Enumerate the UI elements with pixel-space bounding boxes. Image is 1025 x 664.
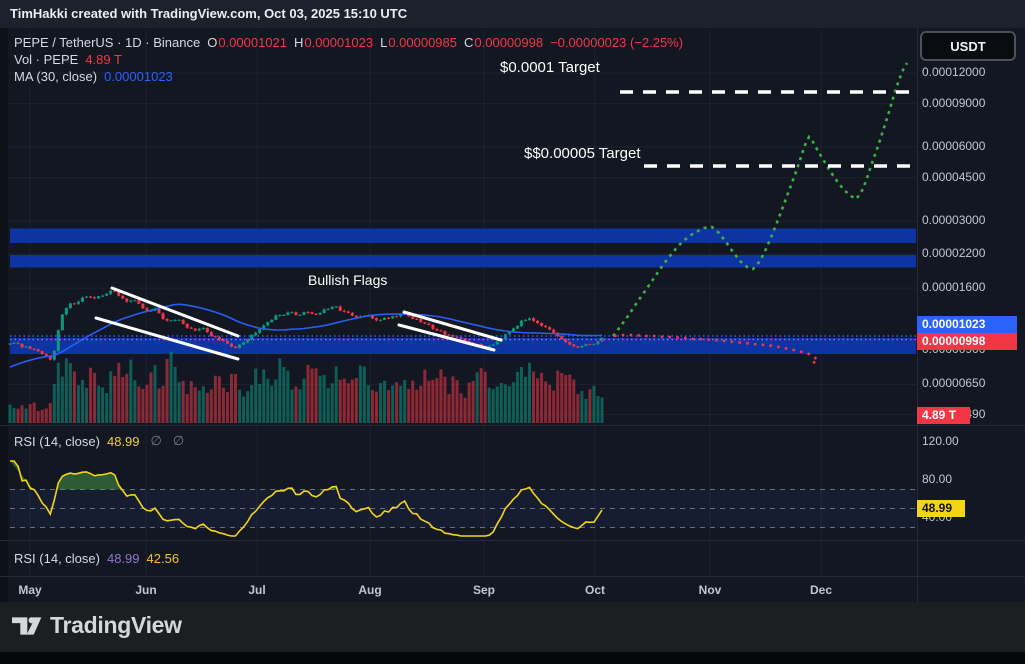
price-axis-label: 0.00012000 xyxy=(922,64,986,79)
volume-value: 4.89 T xyxy=(85,52,122,67)
volume-axis-badge: 4.89 T xyxy=(917,407,970,424)
price-axis[interactable]: 0.00001023 0.00000998 4.89 T 48.99 0.000… xyxy=(917,28,1025,602)
volume-label: Vol · PEPE xyxy=(14,52,79,67)
target1-label[interactable]: $0.0001 Target xyxy=(500,59,600,76)
ma-axis-badge: 0.00001023 xyxy=(917,316,1017,333)
rsi-legend[interactable]: RSI (14, close) 48.99 ∅ ∅ xyxy=(14,433,184,449)
change-value: −0.00000023 (−2.25%) xyxy=(550,35,684,50)
time-axis-label: Jul xyxy=(248,583,266,597)
rsi-axis-badge: 48.99 xyxy=(917,500,965,517)
target2-label[interactable]: $$0.00005 Target xyxy=(524,145,641,162)
bottom-strip xyxy=(0,652,1025,664)
tradingview-glyph-icon xyxy=(12,616,42,635)
rsi2-legend[interactable]: RSI (14, close) 48.99 42.56 xyxy=(14,551,179,566)
price-axis-label: 0.00003000 xyxy=(922,213,986,228)
rsi-axis-label: 120.00 xyxy=(922,434,959,448)
rsi-empty-icon: ∅ xyxy=(172,433,185,448)
high-value: H 0.00001023 xyxy=(294,35,374,50)
rsi-label: RSI (14, close) xyxy=(14,433,100,449)
rsi-empty-icon: ∅ xyxy=(150,433,162,448)
time-axis[interactable]: May Jun Jul Aug Sep Oct Nov Dec xyxy=(0,577,917,602)
rsi2-value2: 42.56 xyxy=(146,551,180,566)
close-value: C 0.00000998 xyxy=(464,35,544,50)
currency-toggle-button[interactable]: USDT xyxy=(920,31,1016,61)
time-axis-label: Nov xyxy=(698,583,722,597)
time-axis-label: Sep xyxy=(472,583,495,597)
open-value: O 0.00001021 xyxy=(207,35,287,50)
bullish-flags-label[interactable]: Bullish Flags xyxy=(308,272,388,288)
price-axis-label: 0.00009000 xyxy=(922,95,986,110)
price-axis-label: 0.00002200 xyxy=(922,246,986,261)
ma-value: 0.00001023 xyxy=(104,69,173,84)
ma-legend[interactable]: MA (30, close) 0.00001023 xyxy=(14,69,173,84)
time-axis-label: May xyxy=(18,583,42,597)
tradingview-logo[interactable]: TradingView xyxy=(12,612,182,639)
price-axis-label: 0.00004500 xyxy=(922,169,986,184)
volume-legend[interactable]: Vol · PEPE 4.89 T xyxy=(14,52,122,67)
price-axis-label: 0.00001600 xyxy=(922,280,986,295)
time-axis-label: Oct xyxy=(584,583,605,597)
attribution-bar: TimHakki created with TradingView.com, O… xyxy=(0,0,1025,28)
rsi-value: 48.99 xyxy=(106,433,140,449)
low-value: L 0.00000985 xyxy=(380,35,457,50)
time-axis-label: Jun xyxy=(135,583,157,597)
time-axis-label: Aug xyxy=(358,583,382,597)
price-axis-badge: 0.00000998 xyxy=(917,333,1017,350)
footer-bar: TradingView xyxy=(0,602,1025,652)
ma-label: MA (30, close) xyxy=(14,69,98,84)
tradingview-wordmark: TradingView xyxy=(50,612,182,638)
chart-left-gutter xyxy=(0,28,8,602)
rsi2-label: RSI (14, close) xyxy=(14,551,100,566)
rsi-axis-label: 80.00 xyxy=(922,472,953,486)
price-axis-label: 0.00000650 xyxy=(922,376,986,391)
price-axis-label: 0.00006000 xyxy=(922,139,986,154)
symbol-title: PEPE / TetherUS · 1D · Binance xyxy=(14,35,201,50)
symbol-legend[interactable]: PEPE / TetherUS · 1D · Binance O 0.000010… xyxy=(14,35,683,50)
chart-background xyxy=(0,28,1025,602)
rsi2-value1: 48.99 xyxy=(106,551,140,566)
time-axis-label: Dec xyxy=(809,583,832,597)
attribution-text: TimHakki created with TradingView.com, O… xyxy=(10,6,408,21)
